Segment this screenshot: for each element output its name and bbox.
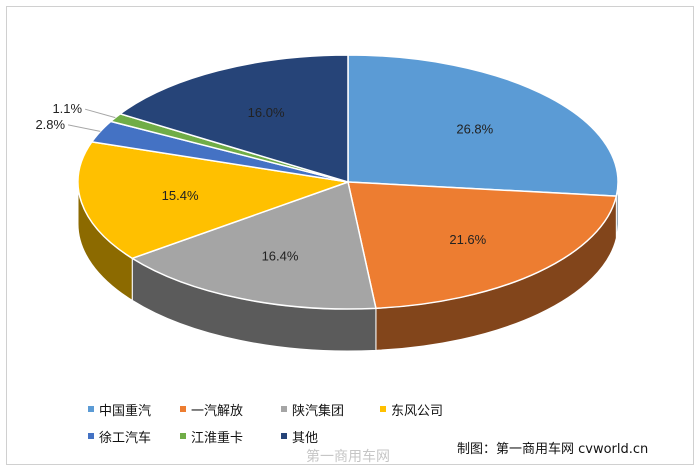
legend-label-3: 陕汽集团 xyxy=(292,403,344,419)
source-credit: 制图：第一商用车网 cvworld.cn xyxy=(457,441,648,457)
data-label-2: 21.6% xyxy=(449,232,486,247)
watermark: 第一商用车网 xyxy=(306,448,390,465)
data-label-4: 15.4% xyxy=(162,188,199,203)
legend-swatch-3 xyxy=(281,406,287,412)
legend-item-6: 江淮重卡 xyxy=(180,430,243,446)
chart-frame xyxy=(6,6,694,465)
legend-label-2: 一汽解放 xyxy=(191,404,243,419)
pie-top-slices xyxy=(77,54,619,310)
pie-data-labels: 26.8% 21.6% 16.4% 15.4% 2.8%1.1% 16.0% xyxy=(35,101,493,263)
slice-4-top xyxy=(77,141,349,260)
legend-swatch-7 xyxy=(281,433,287,439)
legend-label-6: 江淮重卡 xyxy=(191,430,243,446)
legend-label-1: 中国重汽 xyxy=(99,403,151,419)
data-label-6: 1.1% xyxy=(52,101,82,116)
legend-item-7: 其他 xyxy=(281,431,318,446)
legend-swatch-2 xyxy=(180,406,186,412)
legend-item-3: 陕汽集团 xyxy=(281,403,344,419)
legend-swatch-5 xyxy=(88,433,94,439)
leader-line-5 xyxy=(68,124,101,132)
legend-label-7: 其他 xyxy=(292,431,318,446)
slice-2-top xyxy=(347,181,618,310)
data-label-3: 16.4% xyxy=(262,248,299,263)
data-label-1: 26.8% xyxy=(456,122,493,137)
legend-label-5: 徐工汽车 xyxy=(99,430,151,446)
data-label-5: 2.8% xyxy=(35,117,65,132)
legend-item-4: 东风公司 xyxy=(380,404,443,419)
legend-item-5: 徐工汽车 xyxy=(88,430,151,446)
legend-swatch-4 xyxy=(380,406,386,412)
legend-item-2: 一汽解放 xyxy=(180,404,243,419)
legend-swatch-1 xyxy=(88,406,94,412)
data-label-7: 16.0% xyxy=(248,105,285,120)
legend-item-1: 中国重汽 xyxy=(88,403,151,419)
legend-label-4: 东风公司 xyxy=(391,404,443,419)
slice-3-top xyxy=(131,181,377,310)
slice-7-top xyxy=(119,54,349,183)
slice-1-top xyxy=(347,54,619,197)
legend-swatch-6 xyxy=(180,433,186,439)
leader-line-6 xyxy=(84,108,116,119)
